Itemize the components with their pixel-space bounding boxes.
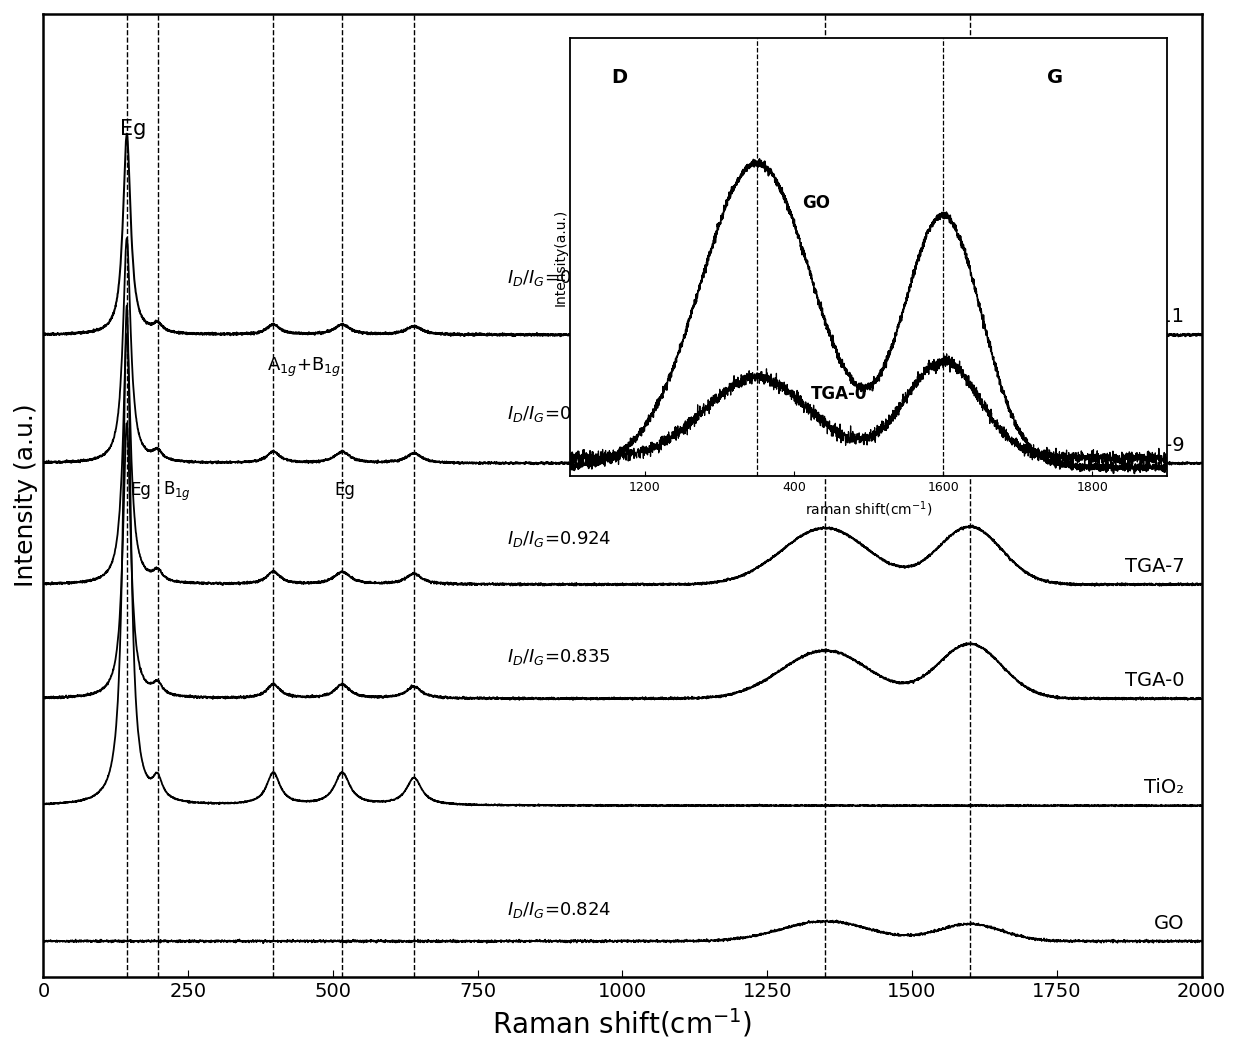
X-axis label: Raman shift(cm$^{-1}$): Raman shift(cm$^{-1}$) (492, 1007, 753, 1039)
Text: $I_D/I_G$=0.989: $I_D/I_G$=0.989 (507, 404, 611, 424)
Text: GO: GO (1153, 914, 1184, 933)
Text: Eg: Eg (334, 481, 355, 499)
Text: TGA-11: TGA-11 (1112, 307, 1184, 326)
Text: TGA-0: TGA-0 (1125, 671, 1184, 690)
Text: $I_D/I_G$=0.835: $I_D/I_G$=0.835 (507, 647, 610, 667)
Text: Eg: Eg (130, 481, 151, 499)
Text: $I_D/I_G$=0.824: $I_D/I_G$=0.824 (507, 899, 611, 919)
Text: TGA-7: TGA-7 (1125, 557, 1184, 576)
Text: TiO₂: TiO₂ (1145, 778, 1184, 797)
Text: $I_D/I_G$=0.924: $I_D/I_G$=0.924 (507, 529, 611, 549)
Text: $I_D/I_G$=0.917: $I_D/I_G$=0.917 (507, 269, 611, 289)
Text: Eg: Eg (120, 119, 146, 139)
Text: A$_{1g}$+B$_{1g}$: A$_{1g}$+B$_{1g}$ (267, 355, 341, 378)
Text: TGA-9: TGA-9 (1125, 436, 1184, 455)
Text: B$_{1g}$: B$_{1g}$ (162, 480, 191, 503)
Y-axis label: Intensity (a.u.): Intensity (a.u.) (14, 403, 38, 588)
